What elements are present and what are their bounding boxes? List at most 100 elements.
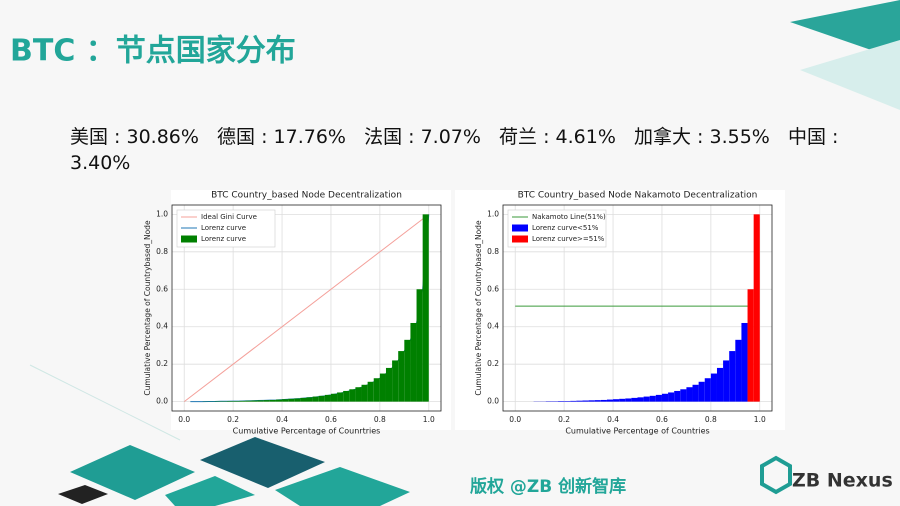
bar (233, 401, 240, 402)
decoration (790, 0, 900, 60)
x-tick-label: 1.0 (754, 415, 766, 424)
chart-title: BTC Country_based Node Decentralization (211, 191, 402, 201)
bar (729, 351, 736, 402)
decoration (200, 437, 325, 488)
y-tick-label: 0.0 (156, 397, 168, 406)
slide-title: BTC ：节点国家分布 (10, 34, 296, 69)
bar (692, 384, 699, 402)
bar (588, 400, 595, 402)
bar (753, 214, 760, 402)
bar (410, 322, 417, 402)
bar (245, 400, 252, 402)
bar (330, 393, 338, 402)
x-tick-label: 0.0 (178, 415, 190, 424)
bar (392, 360, 399, 402)
bar (735, 339, 742, 402)
bar (686, 387, 693, 402)
plot-frame (171, 204, 442, 412)
bar (312, 396, 319, 402)
bar (716, 367, 724, 402)
bar (558, 401, 565, 402)
bar (288, 398, 295, 402)
bar (275, 399, 283, 402)
x-tick-label: 0.8 (374, 415, 386, 424)
x-tick-label: 0.2 (558, 415, 570, 424)
bar (606, 399, 614, 402)
bar (741, 322, 748, 402)
x-tick-label: 0.0 (509, 415, 521, 424)
bar (269, 399, 276, 402)
x-axis-label: Cumulative Percentage of Countries (565, 427, 709, 436)
stats: 美国 : 30.86% 德国 : 17.76% 法国 : 7.07% 荷兰 : … (70, 126, 845, 174)
bar (747, 289, 754, 402)
legend-label: Ideal Gini Curve (201, 213, 257, 221)
legend-label: Lorenz curve>=51% (532, 235, 605, 243)
y-tick-label: 0.4 (487, 322, 499, 331)
legend-label: Lorenz curve<51% (532, 224, 599, 232)
bar (600, 399, 607, 402)
y-tick-label: 1.0 (487, 209, 499, 218)
bar (373, 378, 380, 402)
bar (355, 387, 362, 402)
bar (649, 395, 656, 402)
decoration (165, 476, 255, 506)
legend-swatch (181, 235, 197, 243)
bar (337, 392, 344, 402)
bar (723, 360, 730, 402)
bar (324, 394, 331, 402)
line (183, 213, 430, 403)
bar (361, 384, 368, 402)
y-tick-label: 0.8 (487, 247, 499, 256)
bar (680, 389, 687, 402)
bar (306, 397, 313, 402)
bar (576, 400, 583, 402)
bar (257, 400, 264, 402)
bar (349, 389, 356, 402)
logo: ZB Nexus (792, 470, 893, 492)
bar (637, 397, 644, 402)
bar (619, 398, 626, 402)
y-tick-label: 0.2 (487, 359, 499, 368)
legend-swatch (512, 224, 528, 232)
bar (661, 393, 669, 402)
bar (227, 401, 234, 402)
bar (710, 373, 717, 402)
bar (704, 378, 711, 402)
chart-title: BTC Country_based Node Nakamoto Decentra… (518, 191, 758, 201)
legend-swatch (512, 235, 528, 243)
bar (570, 400, 577, 402)
decoration (800, 40, 900, 110)
y-tick-label: 0.8 (156, 247, 168, 256)
legend-label: Nakamoto Line(51%) (532, 213, 606, 221)
x-tick-label: 0.4 (276, 415, 288, 424)
y-axis-label: Cumulative Percentage of Countrybased_No… (474, 220, 483, 396)
bar (416, 289, 423, 402)
bar (239, 400, 246, 402)
decoration (29, 364, 181, 441)
x-axis-label: Cumulative Percentage of Counrtries (233, 427, 381, 436)
x-tick-label: 0.4 (607, 415, 619, 424)
bar (251, 400, 258, 402)
bar (404, 339, 411, 402)
bar (343, 390, 350, 402)
bar (294, 398, 301, 402)
legend-label: Lorenz curve (201, 235, 246, 243)
x-tick-label: 1.0 (423, 415, 435, 424)
bar (625, 398, 632, 402)
y-tick-label: 0.2 (156, 359, 168, 368)
y-tick-label: 0.0 (487, 397, 499, 406)
bar (422, 214, 429, 402)
logo-icon (760, 455, 792, 495)
y-tick-label: 0.6 (487, 284, 499, 293)
bar (668, 392, 675, 402)
legend-label: Lorenz curve (201, 224, 246, 232)
bar (367, 381, 374, 402)
y-tick-label: 1.0 (156, 209, 168, 218)
footer: 版权 @ZB 创新智库 (470, 476, 626, 497)
bar (379, 373, 386, 402)
bar (613, 399, 620, 402)
bar (674, 390, 681, 402)
x-tick-label: 0.6 (325, 415, 337, 424)
